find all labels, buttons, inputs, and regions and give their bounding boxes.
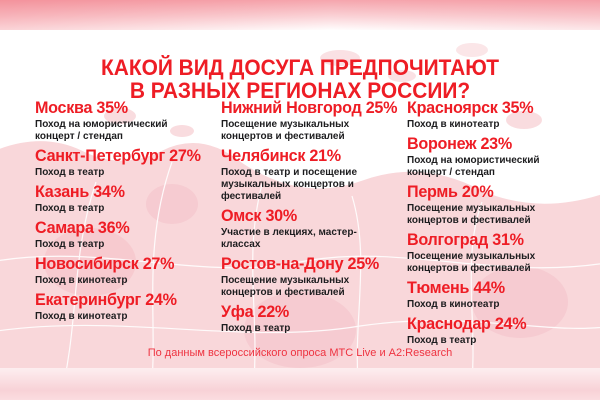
city-percent: 34% [93, 182, 125, 201]
city-name: Новосибирск [35, 254, 139, 273]
city-activity: Поход в театр и посещение музыкальных ко… [221, 167, 358, 202]
city-stat-item: Омск 30% Участие в лекциях, мастер-класс… [221, 207, 407, 251]
city-stat-heading: Красноярск 35% [407, 99, 574, 116]
city-stat-item: Ростов-на-Дону 25% Посещение музыкальных… [221, 255, 407, 299]
city-stat-item: Пермь 20% Посещение музыкальных концерто… [407, 183, 583, 227]
city-stat-item: Волгоград 31% Посещение музыкальных конц… [407, 231, 583, 275]
city-activity: Посещение музыкальных концертов и фестив… [221, 275, 350, 298]
city-stat-item: Екатеринбург 24% Поход в кинотеатр [35, 291, 221, 323]
city-percent: 44% [473, 278, 505, 297]
city-percent: 35% [501, 98, 534, 117]
city-name: Волгоград [407, 230, 489, 249]
city-name: Ростов-на-Дону [221, 254, 344, 273]
city-percent: 21% [309, 146, 341, 165]
city-percent: 24% [145, 290, 177, 309]
city-stat-item: Казань 34% Поход в театр [35, 183, 221, 215]
city-name: Москва [35, 98, 93, 117]
city-activity: Поход в театр [35, 203, 105, 214]
city-percent: 30% [265, 206, 297, 225]
city-stat-heading: Краснодар 24% [407, 315, 574, 332]
city-name: Красноярск [407, 98, 498, 117]
city-stat-item: Воронеж 23% Поход на юмористический конц… [407, 135, 583, 179]
city-stat-heading: Воронеж 23% [407, 135, 574, 152]
city-name: Омск [221, 206, 262, 225]
city-stat-heading: Омск 30% [221, 207, 398, 224]
city-stat-heading: Уфа 22% [221, 303, 398, 320]
city-activity: Посещение музыкальных концертов и фестив… [407, 203, 536, 226]
city-percent: 27% [142, 254, 175, 273]
title-line-1: КАКОЙ ВИД ДОСУГА ПРЕДПОЧИТАЮТ [100, 54, 500, 80]
city-stat-heading: Екатеринбург 24% [35, 291, 212, 308]
city-name: Нижний Новгород [221, 98, 362, 117]
city-percent: 24% [494, 314, 527, 333]
city-stat-item: Тюмень 44% Поход в кинотеатр [407, 279, 583, 311]
bottom-gradient-band [0, 368, 600, 400]
stats-column-3: Красноярск 35% Поход в кинотеатр Воронеж… [407, 99, 583, 351]
city-percent: 25% [347, 254, 380, 273]
city-name: Уфа [221, 302, 254, 321]
city-percent: 36% [97, 218, 130, 237]
stats-column-1: Москва 35% Поход на юмористический конце… [35, 99, 221, 351]
city-stat-heading: Казань 34% [35, 183, 212, 200]
city-percent: 35% [96, 98, 128, 117]
city-stat-heading: Волгоград 31% [407, 231, 574, 248]
title-line-2: В РАЗНЫХ РЕГИОНАХ РОССИИ? [129, 77, 471, 103]
city-percent: 31% [492, 230, 524, 249]
city-stat-heading: Новосибирск 27% [35, 255, 212, 272]
city-percent: 27% [169, 146, 201, 165]
city-percent: 20% [461, 182, 494, 201]
city-stat-item: Уфа 22% Поход в театр [221, 303, 407, 335]
city-percent: 25% [365, 98, 398, 117]
city-stat-heading: Тюмень 44% [407, 279, 574, 296]
city-percent: 22% [257, 302, 290, 321]
city-stat-item: Москва 35% Поход на юмористический конце… [35, 99, 221, 143]
city-activity: Посещение музыкальных концертов и фестив… [407, 251, 536, 274]
city-activity: Поход в театр [407, 335, 477, 346]
city-activity: Посещение музыкальных концертов и фестив… [221, 119, 350, 142]
city-percent: 23% [480, 134, 512, 153]
city-activity: Поход в театр [35, 239, 105, 250]
city-stat-item: Краснодар 24% Поход в театр [407, 315, 583, 347]
city-stat-item: Самара 36% Поход в театр [35, 219, 221, 251]
city-stat-heading: Санкт-Петербург 27% [35, 147, 212, 164]
top-gradient-band [0, 0, 600, 30]
city-name: Самара [35, 218, 94, 237]
city-activity: Поход на юмористический концерт / стенда… [35, 119, 168, 142]
city-name: Тюмень [407, 278, 470, 297]
city-stat-heading: Самара 36% [35, 219, 212, 236]
city-stat-heading: Челябинск 21% [221, 147, 398, 164]
city-name: Санкт-Петербург [35, 146, 165, 165]
city-activity: Поход в кинотеатр [35, 275, 128, 286]
city-stat-heading: Ростов-на-Дону 25% [221, 255, 398, 272]
city-name: Челябинск [221, 146, 306, 165]
stats-column-2: Нижний Новгород 25% Посещение музыкальны… [221, 99, 407, 351]
city-stat-heading: Москва 35% [35, 99, 212, 116]
city-name: Екатеринбург [35, 290, 141, 309]
city-stat-item: Нижний Новгород 25% Посещение музыкальны… [221, 99, 407, 143]
city-stat-heading: Нижний Новгород 25% [221, 99, 398, 116]
city-stat-item: Челябинск 21% Поход в театр и посещение … [221, 147, 407, 203]
city-stats-grid: Москва 35% Поход на юмористический конце… [35, 99, 583, 351]
city-activity: Поход на юмористический концерт / стенда… [407, 155, 540, 178]
source-note: По данным всероссийского опроса МТС Live… [147, 347, 453, 359]
city-name: Краснодар [407, 314, 491, 333]
city-stat-item: Красноярск 35% Поход в кинотеатр [407, 99, 583, 131]
city-stat-heading: Пермь 20% [407, 183, 574, 200]
city-stat-item: Новосибирск 27% Поход в кинотеатр [35, 255, 221, 287]
city-name: Воронеж [407, 134, 477, 153]
city-activity: Поход в театр [221, 323, 291, 334]
city-activity: Поход в кинотеатр [407, 299, 500, 310]
city-activity: Поход в театр [35, 167, 105, 178]
page-title: КАКОЙ ВИД ДОСУГА ПРЕДПОЧИТАЮТ В РАЗНЫХ РЕ… [15, 54, 585, 103]
city-activity: Участие в лекциях, мастер-классах [221, 227, 357, 250]
city-activity: Поход в кинотеатр [407, 119, 500, 130]
city-activity: Поход в кинотеатр [35, 311, 128, 322]
city-stat-item: Санкт-Петербург 27% Поход в театр [35, 147, 221, 179]
city-name: Казань [35, 182, 90, 201]
city-name: Пермь [407, 182, 458, 201]
